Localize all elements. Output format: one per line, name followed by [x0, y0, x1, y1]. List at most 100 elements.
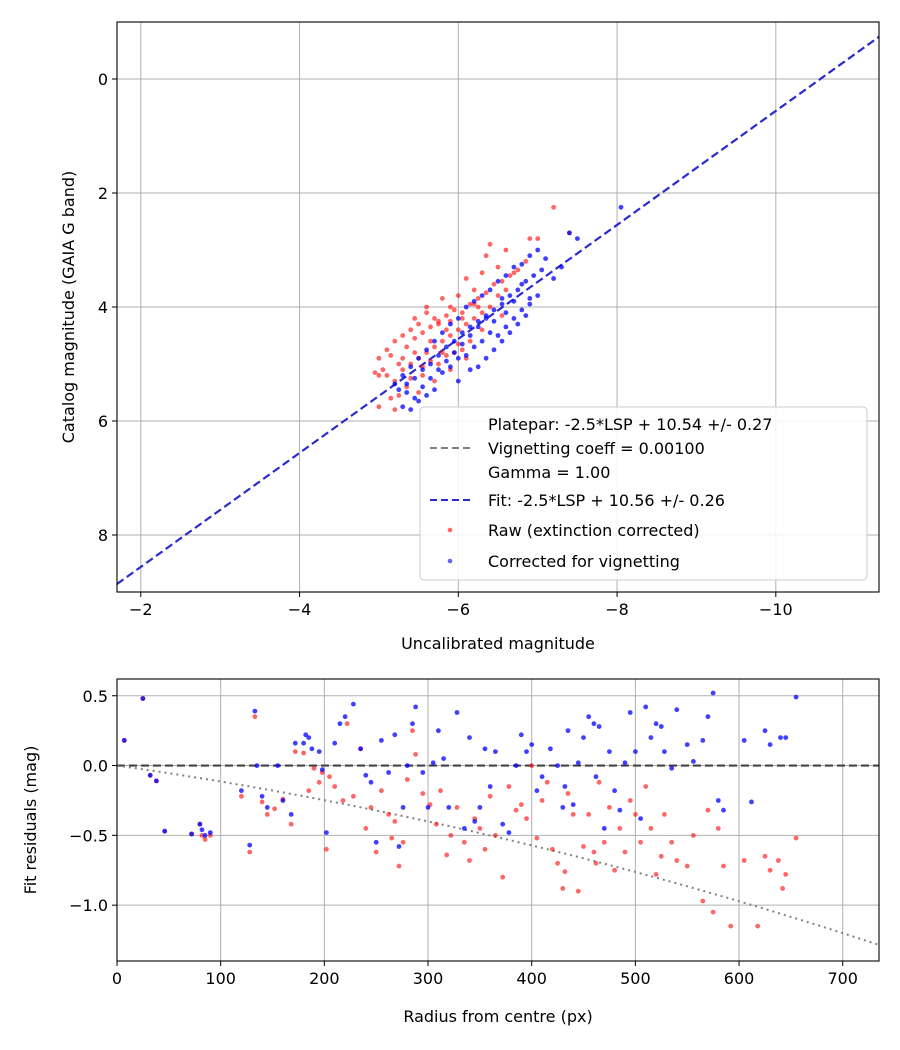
bottom-point-raw [710, 909, 716, 915]
bottom-point-raw [633, 812, 638, 817]
bottom-point-corrected [700, 738, 706, 743]
top-point-raw [495, 293, 501, 298]
top-point-corrected [511, 316, 517, 321]
top-point-corrected [511, 264, 517, 270]
top-point-raw [535, 236, 541, 242]
bottom-point-raw [762, 853, 768, 859]
bottom-point-corrected [762, 728, 768, 734]
bottom-point-raw [776, 858, 781, 863]
bottom-point-corrected [342, 714, 348, 720]
bottom-point-corrected [482, 746, 488, 752]
legend-platepar-label: Platepar: -2.5*LSP + 10.54 +/- 0.27 [488, 415, 772, 434]
top-point-corrected [491, 307, 497, 313]
bottom-y-axis-label: Fit residuals (mag) [21, 746, 40, 895]
bottom-lines [117, 764, 879, 946]
top-point-corrected [448, 321, 453, 327]
bottom-point-corrected [648, 735, 654, 740]
top-point-corrected [503, 310, 509, 316]
top-point-raw [507, 273, 513, 278]
bottom-point-corrected [622, 760, 628, 766]
bottom-points [121, 690, 799, 929]
top-point-raw [392, 407, 398, 412]
bottom-point-raw [518, 802, 524, 807]
bottom-point-raw [327, 774, 332, 780]
bottom-point-corrected [684, 742, 690, 747]
top-point-raw [440, 338, 445, 344]
bottom-point-corrected [793, 694, 799, 700]
bottom-point-corrected [653, 721, 659, 727]
top-point-corrected [475, 318, 481, 324]
bottom-point-raw [591, 849, 597, 855]
top-point-corrected [495, 278, 501, 284]
bottom-point-raw [448, 833, 454, 838]
top-point-corrected [499, 296, 505, 301]
bottom-point-raw [627, 798, 633, 803]
top-point-corrected [420, 384, 425, 390]
bottom-point-corrected [199, 827, 205, 833]
bottom-point-corrected [586, 714, 592, 720]
bottom-point-corrected [562, 784, 568, 789]
bottom-plot-area [117, 679, 879, 961]
top-ticks: −2 −4 −6 −8 −10 0 2 4 6 8 [98, 70, 793, 619]
top-point-corrected [475, 364, 481, 370]
bottom-point-corrected [627, 710, 633, 715]
top-point-raw [479, 310, 485, 316]
bottom-point-raw [728, 923, 734, 929]
bottom-point-corrected [239, 788, 244, 794]
top-point-raw [503, 247, 509, 253]
bottom-point-raw [562, 869, 568, 875]
top-point-corrected [527, 296, 533, 301]
bottom-point-raw [410, 728, 415, 734]
top-point-raw [483, 253, 489, 259]
top-point-corrected [400, 404, 406, 410]
bottom-point-corrected [121, 738, 127, 743]
bottom-point-raw [653, 872, 659, 877]
top-point-corrected [487, 330, 493, 336]
top-point-corrected [416, 355, 421, 361]
top-point-corrected [618, 204, 624, 210]
top-point-corrected [408, 364, 414, 370]
top-point-raw [384, 347, 390, 353]
bottom-point-corrected [658, 724, 664, 729]
bottom-point-corrected [280, 798, 286, 803]
bottom-point-corrected [467, 735, 472, 740]
top-point-corrected [404, 390, 410, 395]
bottom-point-raw [252, 714, 258, 720]
top-point-corrected [515, 287, 521, 293]
bottom-point-corrected [292, 740, 298, 746]
top-point-raw [376, 355, 382, 361]
top-point-raw [499, 313, 505, 318]
legend-gamma-label: Gamma = 1.00 [488, 463, 610, 482]
bottom-point-corrected [518, 732, 524, 738]
top-point-raw [444, 353, 449, 358]
top-point-raw [527, 236, 533, 242]
top-point-raw [479, 327, 485, 333]
bottom-point-corrected [529, 742, 535, 747]
bottom-point-corrected [560, 805, 566, 810]
bottom-point-raw [669, 839, 675, 845]
bottom-point-corrected [601, 826, 607, 831]
bottom-point-corrected [581, 735, 586, 740]
top-x-axis-label: Uncalibrated magnitude [401, 634, 595, 653]
bottom-point-corrected [140, 696, 146, 701]
top-point-corrected [499, 338, 505, 344]
top-point-corrected [444, 344, 449, 350]
top-point-raw [396, 393, 402, 398]
top-point-raw [515, 267, 521, 273]
bottom-point-corrected [392, 732, 398, 738]
top-point-raw [388, 395, 394, 401]
bottom-point-raw [674, 858, 680, 863]
bottom-point-corrected [669, 765, 675, 771]
bottom-point-raw [202, 837, 208, 842]
bottom-point-raw [316, 779, 322, 785]
top-point-raw [459, 310, 465, 316]
bottom-point-corrected [319, 767, 325, 773]
top-point-corrected [539, 267, 545, 273]
bottom-point-raw [351, 793, 356, 799]
bottom-point-raw [539, 798, 545, 803]
top-point-raw [440, 296, 445, 301]
top-point-raw [384, 373, 390, 378]
top-point-corrected [491, 347, 497, 353]
bottom-point-raw [264, 812, 270, 817]
